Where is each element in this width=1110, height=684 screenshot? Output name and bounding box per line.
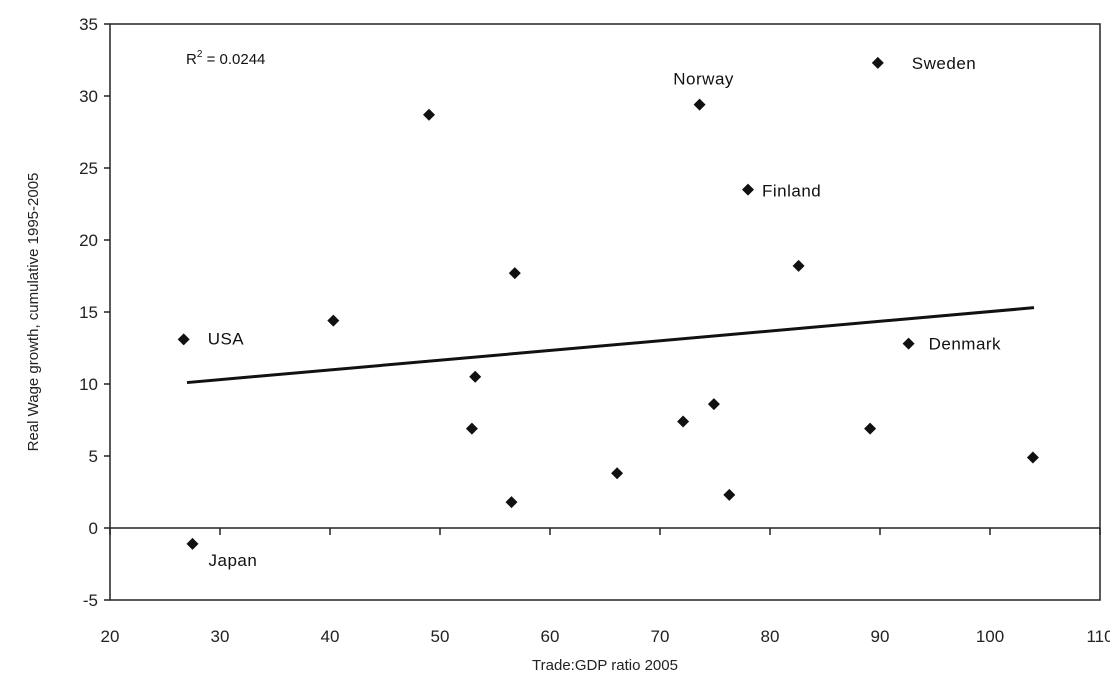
y-tick-label: -5 xyxy=(83,591,98,610)
trendline-group xyxy=(186,306,1035,385)
y-tick-label: 5 xyxy=(89,447,98,466)
x-axis-title: Trade:GDP ratio 2005 xyxy=(532,657,678,674)
r-squared-annotation: R2 = 0.0244 xyxy=(186,49,265,68)
point-label-japan: Japan xyxy=(209,551,258,570)
trendline xyxy=(186,306,1035,385)
x-tick-label: 50 xyxy=(431,627,450,646)
data-point xyxy=(465,422,478,435)
data-point xyxy=(871,56,884,69)
data-point xyxy=(611,467,624,480)
plot-area xyxy=(109,23,1101,601)
data-point xyxy=(177,333,190,346)
data-point xyxy=(1026,451,1039,464)
y-tick-label: 15 xyxy=(79,303,98,322)
x-tick-label: 100 xyxy=(976,627,1004,646)
data-point xyxy=(186,537,199,550)
x-tick-label: 80 xyxy=(761,627,780,646)
y-axis-title: Real Wage growth, cumulative 1995-2005 xyxy=(25,173,42,452)
point-label-usa: USA xyxy=(208,329,245,348)
tick-group: 20 30 40 50 60 70 80 90 100 110 -5 0 5 10 15 20 25 30 35 xyxy=(79,15,1110,646)
y-tick-label: 20 xyxy=(79,231,98,250)
x-tick-label: 60 xyxy=(541,627,560,646)
y-tick-label: 30 xyxy=(79,87,98,106)
y-tick-label: 10 xyxy=(79,375,98,394)
data-point xyxy=(327,314,340,327)
x-tick-label: 20 xyxy=(101,627,120,646)
data-point xyxy=(693,98,706,111)
x-tick-label: 110 xyxy=(1086,627,1110,646)
y-tick-label: 0 xyxy=(89,519,98,538)
data-point xyxy=(469,370,482,383)
point-label-finland: Finland xyxy=(762,182,821,201)
data-point xyxy=(792,259,805,272)
data-point xyxy=(505,496,518,509)
x-tick-label: 30 xyxy=(211,627,230,646)
data-point xyxy=(902,337,915,350)
y-tick-label: 25 xyxy=(79,159,98,178)
data-point xyxy=(707,398,720,411)
data-point xyxy=(864,422,877,435)
point-labels-group: USA Japan Norway Finland Sweden Denmark xyxy=(208,54,1001,570)
data-point xyxy=(723,488,736,501)
point-label-norway: Norway xyxy=(673,70,734,89)
r-squared-letter: R xyxy=(186,51,197,68)
data-point xyxy=(742,183,754,196)
data-point xyxy=(508,267,521,280)
data-point xyxy=(677,415,690,428)
x-tick-label: 90 xyxy=(871,627,890,646)
data-point xyxy=(423,108,435,121)
r-squared-value: = 0.0244 xyxy=(202,51,265,68)
y-tick-label: 35 xyxy=(79,15,98,34)
x-tick-label: 40 xyxy=(321,627,340,646)
point-label-denmark: Denmark xyxy=(929,335,1001,354)
r-squared-superscript: 2 xyxy=(197,49,203,60)
x-tick-label: 70 xyxy=(651,627,670,646)
point-label-sweden: Sweden xyxy=(912,54,976,73)
points-group xyxy=(177,56,1039,550)
